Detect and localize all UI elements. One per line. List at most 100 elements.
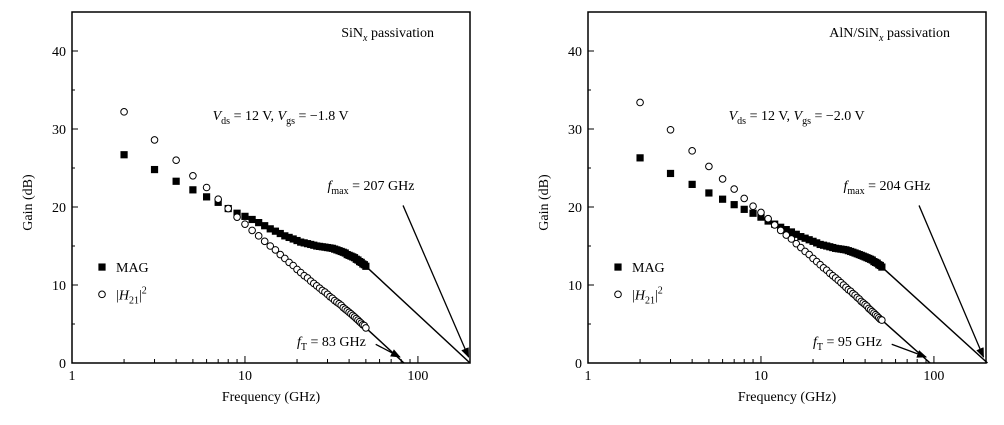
fmax-arrow	[402, 205, 470, 358]
chart-panel-1: 1 10 100 0 10 20 30 40 Frequency (GHz) Gain (dB) S…	[21, 11, 471, 405]
fmax-subscript: max	[847, 186, 864, 197]
h21-point	[740, 194, 749, 203]
legend-h21-marker	[614, 290, 622, 299]
panel-title-main: SiN	[341, 26, 363, 41]
legend-mag-marker	[98, 263, 106, 271]
mag-point	[705, 189, 713, 197]
mag-point	[730, 201, 738, 209]
fmax-arrow	[918, 205, 985, 358]
y-tick-label: 0	[575, 357, 582, 372]
mag-point	[782, 226, 790, 234]
vgs-symbol: V	[794, 109, 804, 124]
mag-point	[289, 235, 297, 243]
y-tick-label: 20	[568, 201, 582, 216]
x-tick-label: 100	[407, 369, 428, 384]
vds-value: = 12 V,	[746, 109, 793, 124]
h21-point	[764, 214, 772, 223]
mag-point	[636, 154, 644, 162]
series-mag	[120, 151, 370, 270]
vgs-subscript: gs	[802, 116, 811, 127]
mag-point	[797, 233, 805, 241]
vds-symbol: V	[213, 109, 223, 124]
extrapolation-line	[365, 265, 471, 364]
h21-point	[718, 175, 727, 183]
fmax-annotation: fmax = 207 GHz	[327, 179, 414, 197]
mag-point	[241, 212, 249, 220]
fmax-annotation: fmax = 204 GHz	[843, 179, 930, 197]
mag-point	[792, 230, 800, 238]
mag-point	[248, 215, 256, 224]
panel-title-sub: x	[878, 33, 884, 44]
legend-h21-subscript: 21	[645, 295, 655, 306]
h21-point	[757, 208, 765, 217]
h21-point	[260, 237, 269, 246]
vgs-subscript: gs	[286, 116, 295, 127]
legend-mag-label: MAG	[632, 261, 665, 276]
h21-point	[224, 204, 233, 213]
mag-point	[261, 222, 269, 230]
x-tick-label: 1	[585, 369, 592, 384]
bias-condition: Vds = 12 V, Vgs = −2.0 V	[729, 109, 865, 127]
vds-symbol: V	[729, 109, 739, 124]
panel-title-rest: passivation	[368, 26, 435, 41]
x-tick-label: 1	[69, 369, 76, 384]
vgs-value: = −2.0 V	[811, 109, 865, 124]
fT-arrow	[375, 343, 401, 358]
series-mag	[636, 154, 886, 271]
fT-symbol: f	[813, 335, 819, 350]
h21-point	[878, 316, 886, 324]
h21-point	[787, 235, 796, 243]
h21-point	[214, 195, 222, 203]
legend-h21-bar-left: |	[632, 288, 635, 303]
h21-point	[688, 147, 696, 155]
legend-h21-subscript: 21	[129, 295, 139, 306]
mag-point	[120, 151, 128, 159]
panel-title-main: AlN/SiN	[829, 26, 879, 41]
mag-point	[150, 165, 159, 174]
mag-point	[266, 225, 274, 233]
mag-point	[666, 169, 675, 178]
fT-annotation: fT = 83 GHz	[297, 335, 366, 353]
mag-point	[281, 232, 289, 240]
vds-subscript: ds	[737, 116, 746, 127]
h21-point	[636, 98, 644, 107]
h21-point	[776, 226, 785, 235]
h21-point	[705, 162, 713, 171]
h21-point	[271, 246, 280, 254]
h21-point	[202, 183, 211, 192]
mag-point	[805, 236, 813, 244]
legend-h21-bar-left: |	[116, 288, 119, 303]
x-tick-label: 10	[238, 369, 252, 384]
y-axis-title: Gain (dB)	[21, 174, 36, 231]
mag-point	[255, 219, 263, 227]
h21-point	[266, 242, 275, 250]
legend-h21-marker	[98, 290, 106, 299]
h21-point	[189, 172, 197, 180]
y-tick-label: 40	[52, 45, 66, 60]
vds-value: = 12 V,	[230, 109, 277, 124]
fmax-symbol: f	[843, 179, 849, 194]
mag-point	[276, 229, 284, 238]
y-tick-label: 10	[52, 279, 66, 294]
legend-h21-label: |H21|2	[632, 285, 663, 306]
bias-condition: Vds = 12 V, Vgs = −1.8 V	[213, 109, 349, 127]
fmax-subscript: max	[331, 186, 348, 197]
h21-point	[241, 220, 249, 228]
mag-point	[271, 227, 280, 235]
mag-point	[787, 228, 796, 236]
y-tick-label: 30	[52, 123, 66, 138]
y-axis-title: Gain (dB)	[537, 174, 552, 231]
panel-title: SiNx passivation	[341, 26, 434, 44]
mag-point	[801, 234, 809, 242]
fT-arrow	[891, 343, 928, 358]
legend-h21-symbol: H	[118, 288, 130, 303]
fmax-value: = 207 GHz	[349, 179, 415, 194]
mag-point	[809, 237, 817, 245]
fmax-value: = 204 GHz	[865, 179, 931, 194]
h21-point	[730, 185, 738, 193]
vgs-value: = −1.8 V	[295, 109, 349, 124]
legend-h21-label: |H21|2	[116, 285, 147, 306]
x-axis-title: Frequency (GHz)	[222, 390, 321, 405]
h21-point	[782, 231, 791, 239]
fT-subscript: T	[301, 342, 307, 353]
